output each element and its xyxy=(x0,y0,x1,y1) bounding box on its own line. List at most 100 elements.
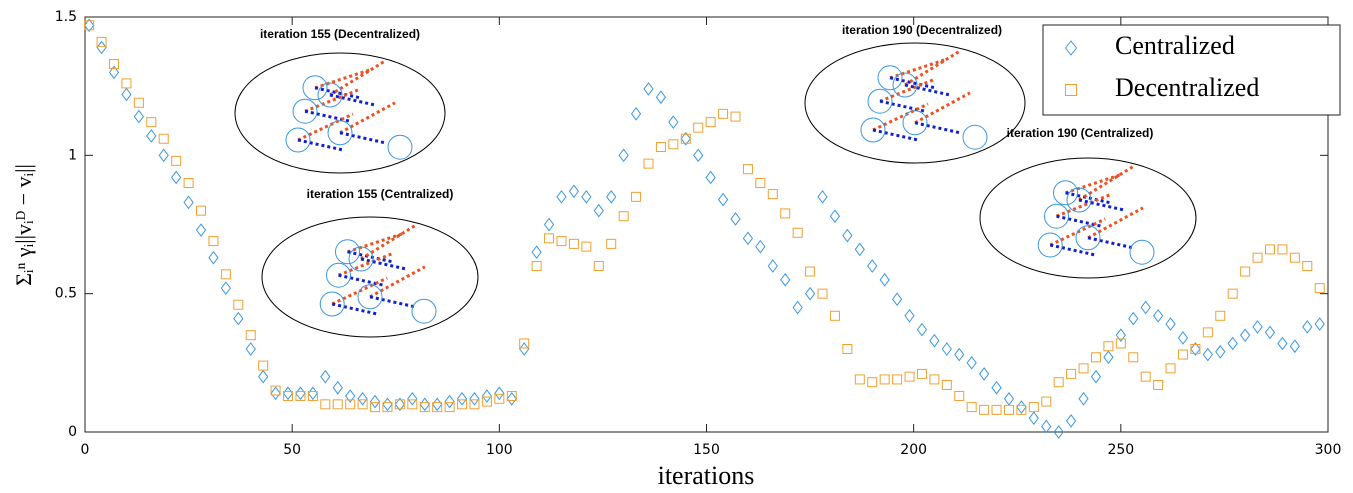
data-point xyxy=(394,399,405,410)
data-point xyxy=(718,108,729,119)
data-point xyxy=(730,212,741,226)
data-point xyxy=(655,142,666,153)
agent xyxy=(1037,232,1063,258)
data-point xyxy=(494,393,505,404)
trajectory xyxy=(1065,191,1111,205)
data-point xyxy=(1103,350,1114,365)
agent xyxy=(302,75,328,101)
data-point xyxy=(1115,328,1126,343)
legend-label: Centralized xyxy=(1115,31,1235,60)
x-tick-label: 0 xyxy=(81,442,90,458)
agent xyxy=(292,98,318,124)
data-point xyxy=(1215,344,1226,359)
trajectory xyxy=(904,49,961,87)
data-point xyxy=(357,391,368,406)
data-point xyxy=(680,131,691,146)
trajectory xyxy=(872,102,929,132)
data-point xyxy=(593,203,604,218)
data-point xyxy=(1028,402,1039,413)
data-point xyxy=(1165,363,1176,374)
data-point xyxy=(581,189,592,204)
trajectory xyxy=(347,232,403,254)
x-tick-label: 200 xyxy=(900,442,927,458)
agent xyxy=(860,117,886,143)
data-point xyxy=(916,368,927,379)
data-point xyxy=(1003,404,1014,415)
data-point xyxy=(121,78,132,89)
data-point xyxy=(1090,369,1102,384)
data-point xyxy=(606,238,617,249)
data-point xyxy=(407,391,418,406)
data-point xyxy=(1240,266,1251,277)
agent xyxy=(1075,225,1101,251)
data-point xyxy=(382,402,393,413)
trajectory xyxy=(314,68,371,90)
data-point xyxy=(1202,347,1213,362)
data-point xyxy=(1065,414,1077,428)
trajectory xyxy=(1055,192,1113,218)
data-point xyxy=(1302,320,1313,334)
data-point xyxy=(568,184,580,199)
data-point xyxy=(1264,325,1276,340)
data-point xyxy=(941,379,952,390)
data-point xyxy=(1314,317,1325,331)
data-point xyxy=(1264,244,1275,255)
x-axis-label: iterations xyxy=(658,461,755,490)
data-point xyxy=(245,342,256,356)
data-point xyxy=(556,189,567,204)
data-point xyxy=(1152,308,1164,323)
trajectory xyxy=(872,128,919,142)
agent xyxy=(1053,180,1078,206)
trajectory xyxy=(904,83,951,97)
data-point xyxy=(1041,419,1052,434)
annotation: iteration 190 (Centralized) xyxy=(1007,126,1154,140)
data-point xyxy=(1215,310,1226,321)
data-point xyxy=(742,164,753,175)
trajectory xyxy=(329,93,376,107)
data-point xyxy=(1128,352,1139,363)
agent xyxy=(317,82,343,108)
data-point xyxy=(929,374,940,385)
data-point xyxy=(295,391,306,402)
data-point xyxy=(432,402,443,413)
annotation: iteration 155 (Decentralized) xyxy=(260,27,420,41)
data-point xyxy=(556,236,567,247)
data-point xyxy=(755,178,766,188)
trajectory xyxy=(347,250,393,264)
data-point xyxy=(345,399,356,410)
agent xyxy=(867,88,893,114)
data-point xyxy=(978,367,990,381)
data-point xyxy=(904,308,915,323)
data-point xyxy=(643,82,654,96)
agent xyxy=(1129,239,1155,265)
annotation: iteration 190 (Decentralized) xyxy=(842,23,1002,37)
y-tick-label: 0 xyxy=(68,424,77,440)
trajectory xyxy=(304,87,361,113)
data-point xyxy=(941,342,952,356)
data-point xyxy=(307,391,318,402)
agent xyxy=(1066,187,1092,213)
data-point xyxy=(618,211,629,222)
data-point xyxy=(643,158,654,169)
data-point xyxy=(146,117,157,128)
data-point xyxy=(444,402,455,413)
inset xyxy=(261,216,479,338)
data-point xyxy=(320,399,331,410)
data-point xyxy=(792,227,803,238)
data-point xyxy=(966,355,977,370)
agent xyxy=(411,298,437,324)
data-point xyxy=(829,209,841,224)
agent xyxy=(892,72,918,98)
data-point xyxy=(481,396,492,407)
data-point xyxy=(494,386,505,401)
data-point xyxy=(1103,341,1114,352)
data-point xyxy=(1252,320,1263,334)
data-point xyxy=(320,369,331,384)
data-point xyxy=(568,238,579,249)
trajectory xyxy=(360,257,407,271)
data-point xyxy=(394,397,406,412)
trajectory xyxy=(914,121,961,135)
data-point xyxy=(1090,352,1101,363)
data-point xyxy=(1190,342,1201,356)
